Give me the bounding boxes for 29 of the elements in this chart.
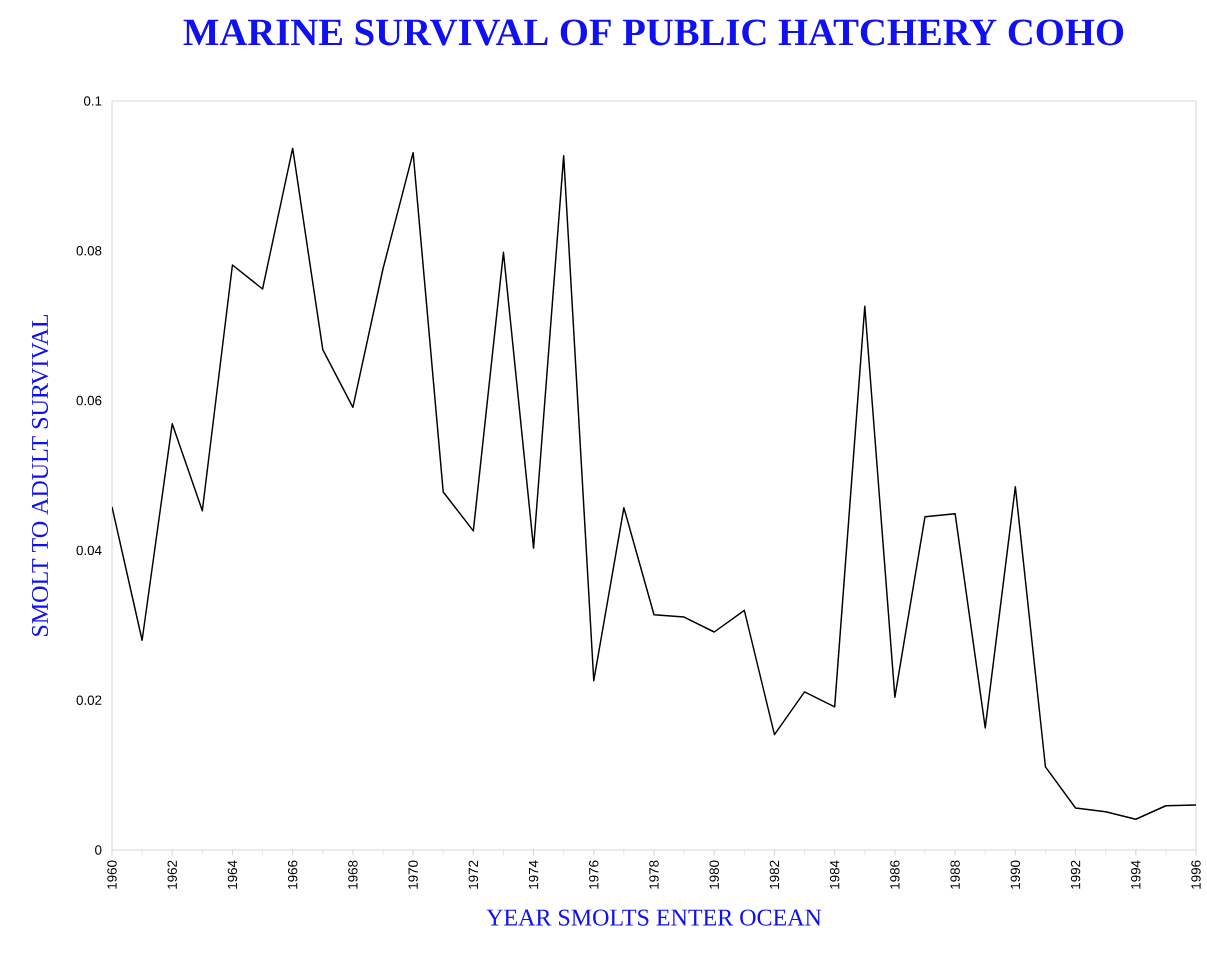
y-axis-title: SMOLT TO ADULT SURVIVAL: [31, 314, 49, 636]
x-tick-label: 1988: [950, 860, 960, 889]
x-tick-label: 1980: [709, 860, 719, 889]
y-tick-label: 0: [95, 845, 102, 855]
x-tick-label: 1990: [1010, 860, 1021, 889]
x-tick-label: 1970: [408, 860, 418, 889]
x-tick-label: 1976: [589, 860, 599, 889]
x-tick-label: 1994: [1131, 860, 1141, 889]
x-tick-label: 1974: [528, 860, 539, 889]
y-tick-label: 0.02: [76, 695, 102, 705]
y-tick-label: 0.08: [76, 246, 102, 256]
y-tick-label: 0.04: [76, 545, 102, 556]
x-tick-label: 1964: [227, 860, 238, 889]
x-tick-label: 1984: [829, 860, 840, 889]
chart-title: MARINE SURVIVAL OF PUBLIC HATCHERY COHO: [183, 19, 1124, 46]
x-tick-label: 1962: [167, 860, 177, 889]
x-tick-label: 1968: [348, 860, 358, 889]
line-series: [112, 147, 1196, 821]
y-tick-label: 0.06: [76, 395, 102, 406]
x-tick-label: 1978: [649, 860, 659, 889]
x-tick-label: 1966: [287, 860, 298, 889]
x-tick-label: 1972: [468, 860, 479, 889]
x-tick-label: 1996: [1191, 860, 1201, 889]
x-tick-label: 1992: [1070, 860, 1081, 889]
x-tick-label: 1986: [890, 860, 900, 889]
x-tick-label: 1960: [107, 860, 117, 889]
x-axis-title: YEAR SMOLTS ENTER OCEAN: [486, 909, 822, 926]
y-tick-label: 0.1: [83, 96, 102, 106]
x-tick-label: 1982: [769, 860, 780, 889]
